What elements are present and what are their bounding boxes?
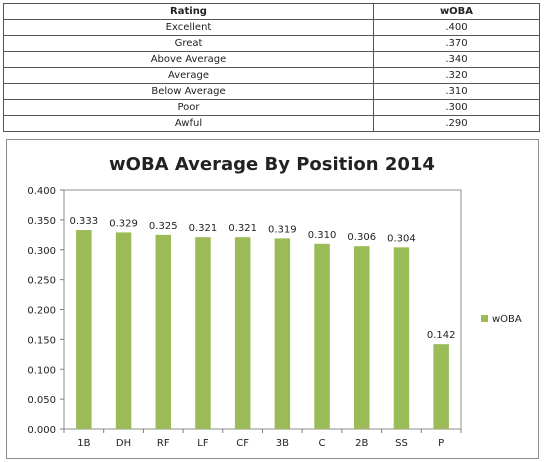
plot-area: 0.000 0.050 0.100 0.150 0.200 0.250 0.300 0.350…	[27, 186, 462, 449]
table-row: Poor .300	[3, 99, 540, 116]
table-row: Above Average .340	[3, 51, 540, 68]
bar	[433, 344, 449, 429]
rating-cell: Great	[3, 35, 374, 52]
woba-cell: .320	[373, 67, 540, 84]
x-tick-label: 1B	[77, 438, 90, 449]
bar	[76, 230, 92, 429]
woba-cell: .290	[373, 115, 540, 132]
x-tick-label: RF	[157, 438, 170, 449]
woba-cell: .340	[373, 51, 540, 68]
woba-cell: .310	[373, 83, 540, 100]
y-tick-label: 0.200	[27, 306, 56, 317]
y-tick-label: 0.300	[27, 246, 56, 257]
bar	[234, 237, 251, 429]
rating-cell: Awful	[3, 115, 374, 132]
x-tick-label: P	[438, 438, 444, 449]
bar	[195, 237, 211, 429]
woba-bar-chart: wOBA Average By Position 2014 0.000 0.050…	[27, 154, 522, 449]
chart-title: wOBA Average By Position 2014	[109, 154, 435, 175]
y-tick-label: 0.350	[27, 216, 56, 227]
x-tick-label: 2B	[355, 438, 368, 449]
chart-frame: wOBA Average By Position 2014 0.000 0.050…	[6, 139, 539, 459]
x-tick-label: SS	[395, 438, 408, 449]
y-tick-label: 0.100	[27, 365, 56, 376]
rating-cell: Average	[3, 67, 374, 84]
data-label: 0.304	[387, 233, 416, 244]
rating-cell: Below Average	[3, 83, 374, 100]
data-label: 0.306	[347, 232, 376, 243]
y-tick-label: 0.400	[27, 186, 56, 197]
legend-swatch	[481, 315, 488, 322]
table-row: Below Average .310	[3, 83, 540, 100]
table-row: Excellent .400	[3, 19, 540, 36]
bar	[314, 243, 330, 429]
rating-cell: Above Average	[3, 51, 374, 68]
legend-label: wOBA	[492, 314, 522, 325]
woba-cell: .300	[373, 99, 540, 116]
legend: wOBA	[481, 314, 522, 325]
data-label: 0.310	[308, 230, 337, 241]
table-row: Average .320	[3, 67, 540, 84]
woba-cell: .400	[373, 19, 540, 36]
data-label: 0.319	[268, 224, 297, 235]
y-tick-label: 0.250	[27, 276, 56, 287]
woba-cell: .370	[373, 35, 540, 52]
bar	[354, 246, 370, 429]
data-label: 0.333	[70, 216, 99, 227]
rating-column-header: Rating	[3, 3, 374, 20]
bar	[155, 234, 171, 429]
data-label: 0.321	[228, 223, 257, 234]
bar	[393, 247, 410, 429]
bar	[274, 238, 291, 429]
rating-cell: Excellent	[3, 19, 374, 36]
bar	[115, 232, 132, 429]
data-label: 0.325	[149, 221, 178, 232]
rating-cell: Poor	[3, 99, 374, 116]
x-tick-label: CF	[236, 438, 249, 449]
y-tick-label: 0.000	[27, 425, 56, 436]
y-tick-label: 0.150	[27, 335, 56, 346]
table-row: Great .370	[3, 35, 540, 52]
x-tick-label: DH	[116, 438, 131, 449]
y-tick-label: 0.050	[27, 395, 56, 406]
table-header-row: Rating wOBA	[3, 3, 540, 20]
data-label: 0.321	[189, 223, 218, 234]
data-label: 0.329	[109, 218, 138, 229]
table-row: Awful .290	[3, 115, 540, 132]
x-tick-label: C	[319, 438, 326, 449]
x-tick-label: LF	[197, 438, 209, 449]
x-tick-label: 3B	[276, 438, 289, 449]
data-label: 0.142	[427, 330, 456, 341]
woba-column-header: wOBA	[373, 3, 540, 20]
rating-table: Rating wOBA Excellent .400 Great .370 Ab…	[3, 3, 540, 132]
